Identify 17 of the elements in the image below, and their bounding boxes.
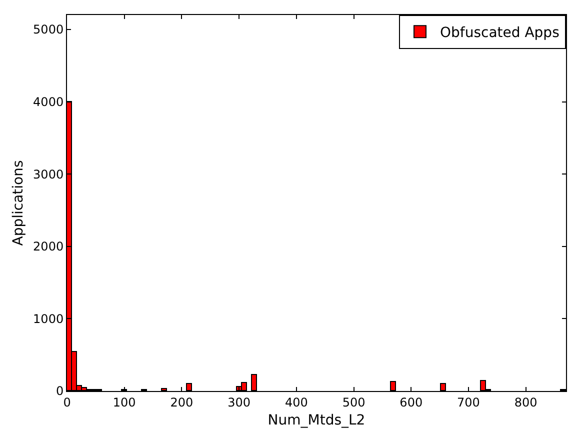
x-tick-label: 100 xyxy=(112,395,136,410)
y-tick-label: 1000 xyxy=(33,312,64,326)
x-axis-title: Num_Mtds_L2 xyxy=(268,412,366,429)
x-tick-label: 200 xyxy=(170,395,194,410)
x-tick-label: 800 xyxy=(514,395,538,410)
x-tick-label: 400 xyxy=(284,395,308,410)
y-tick-label: 2000 xyxy=(33,240,64,254)
y-tick-label: 4000 xyxy=(33,94,64,109)
legend-label: Obfuscated Apps xyxy=(440,25,560,42)
y-tick-label: 5000 xyxy=(33,22,64,37)
x-tick-label: 500 xyxy=(342,395,366,410)
y-tick-label: 0 xyxy=(56,384,64,398)
y-axis-title: Applications xyxy=(10,160,27,246)
x-tick-label: 300 xyxy=(228,395,251,410)
x-tick-label: 700 xyxy=(457,395,480,410)
y-tick-label: 3000 xyxy=(33,167,64,182)
x-tick-label: 600 xyxy=(400,395,423,410)
